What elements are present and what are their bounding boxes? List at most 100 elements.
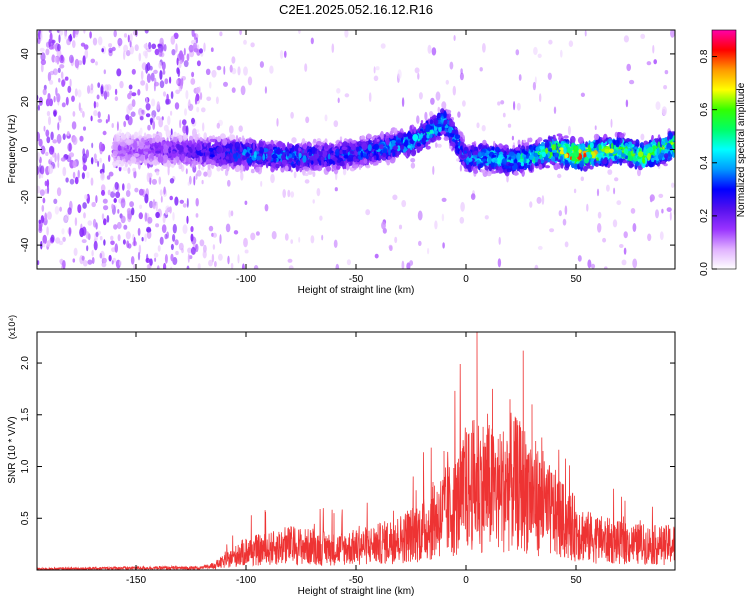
- spectrogram-cell: [143, 132, 147, 138]
- spectrogram-cell: [159, 70, 163, 80]
- spectrogram-cell: [54, 206, 60, 215]
- spectrogram-cell: [188, 44, 194, 53]
- spectrogram-cell: [537, 245, 543, 250]
- figure-title: C2E1.2025.052.16.12.R16: [279, 2, 433, 17]
- spectrogram-cell: [298, 236, 301, 243]
- spectrogram-cell: [558, 210, 562, 217]
- spectrogram-cell: [102, 163, 105, 173]
- spectrogram-cell: [186, 265, 190, 269]
- spectrogram-cell: [630, 208, 636, 214]
- spectrogram-cell: [392, 194, 398, 201]
- spectrogram-cell: [66, 131, 70, 137]
- spectrogram-cell: [276, 118, 279, 127]
- spectrogram-cell: [417, 72, 420, 80]
- spectrogram-cell: [577, 255, 582, 262]
- spectrogram-cell: [336, 88, 341, 94]
- spectrogram-cell: [71, 121, 77, 130]
- spectrogram-cell: [366, 133, 372, 139]
- spectrogram-cell: [139, 116, 144, 121]
- spectrogram-cell: [307, 170, 313, 175]
- spectrogram-cell: [174, 196, 179, 206]
- spectrogram-cell: [56, 49, 62, 57]
- spectrogram-cell: [186, 215, 189, 224]
- spectrogram-cell: [462, 100, 466, 107]
- spectrogram-cell: [92, 218, 97, 228]
- spectrogram-cell: [103, 90, 108, 100]
- spectrogram-cell: [48, 30, 52, 33]
- spectrogram-cell: [160, 195, 163, 203]
- spectrogram-cell: [81, 255, 85, 261]
- spectrogram-cell: [152, 120, 156, 130]
- spectrogram-cell: [57, 152, 60, 162]
- spectrogram-cell: [127, 243, 132, 249]
- spectrogram-cell: [456, 158, 460, 162]
- spectrogram-cell: [90, 157, 94, 165]
- spectrogram-cell: [410, 162, 416, 169]
- spectrogram-cell: [58, 240, 64, 246]
- spectrogram-cell: [174, 102, 180, 110]
- spectrogram-cell: [214, 261, 217, 268]
- spectrogram-cell: [187, 247, 192, 254]
- spectrogram-cell: [134, 187, 139, 193]
- spectrogram-cell: [141, 237, 144, 242]
- spectrogram-cell: [41, 165, 45, 175]
- spectrogram-cell: [441, 213, 445, 222]
- spectrogram-cell: [120, 198, 126, 209]
- spectrogram-cell: [596, 144, 600, 152]
- spectrogram-cell: [39, 189, 45, 197]
- spectrogram-cell: [271, 231, 277, 240]
- spectrogram-cell: [228, 210, 231, 218]
- spectrogram-cell: [74, 58, 80, 69]
- spectrogram-cell: [671, 182, 675, 188]
- spectrogram-cell: [60, 71, 64, 79]
- spectrogram-cell: [626, 63, 631, 72]
- spectrogram-cell: [229, 125, 234, 134]
- spectrogram-cell: [484, 215, 489, 220]
- spectrogram-cell: [178, 242, 184, 251]
- spectrogram-cell: [401, 97, 405, 108]
- spectrogram-cell: [85, 231, 90, 239]
- spectrogram-cell: [660, 160, 667, 165]
- spectrogram-cell: [191, 71, 195, 78]
- spectrogram-cell: [537, 53, 542, 58]
- spectrogram-cell: [133, 236, 136, 246]
- spectrogram-cell: [282, 189, 287, 198]
- spectrogram-cell: [516, 102, 521, 111]
- spectrogram-cell: [132, 167, 137, 172]
- spectrogram-cell: [40, 31, 43, 41]
- spectrogram-cell: [441, 101, 447, 110]
- spectrogram-cell: [515, 49, 520, 56]
- spectrogram-cell: [87, 220, 93, 226]
- spectrogram-cell: [72, 30, 76, 39]
- spectrogram-cell: [68, 226, 71, 237]
- spectrogram-cell: [158, 50, 163, 57]
- spectrogram-cell: [92, 37, 98, 46]
- spectrogram-cell: [106, 175, 111, 180]
- spectrogram-cell: [418, 240, 422, 246]
- spectrogram-cell: [476, 122, 480, 129]
- spectrogram-cell: [365, 165, 371, 169]
- spectrogram-cell: [201, 107, 206, 113]
- spectrogram-cell: [82, 153, 88, 163]
- spectrogram-cell: [334, 187, 338, 192]
- spectrogram-cell: [182, 224, 188, 235]
- spectrogram-cell: [183, 47, 186, 56]
- spectrogram-cell: [42, 88, 47, 96]
- spectrogram-cell: [114, 243, 119, 253]
- spectrogram-cell: [131, 99, 136, 108]
- spectrogram-cell: [78, 102, 81, 111]
- spectrogram-cell: [203, 171, 208, 177]
- spectrogram-cell: [122, 239, 126, 245]
- spectrogram-cell: [102, 130, 107, 136]
- spectrogram-cell: [167, 115, 171, 126]
- spectrogram-cell: [90, 177, 94, 186]
- spectrogram-cell: [175, 79, 179, 85]
- spectrogram-cell: [45, 151, 49, 156]
- spectrogram-cell: [528, 137, 533, 143]
- spectrogram-cell: [441, 197, 447, 202]
- spectrogram-cell: [206, 96, 212, 102]
- spectrogram-cell: [182, 119, 187, 126]
- spectrogram-cell: [190, 233, 194, 242]
- spectrogram-cell: [284, 233, 289, 241]
